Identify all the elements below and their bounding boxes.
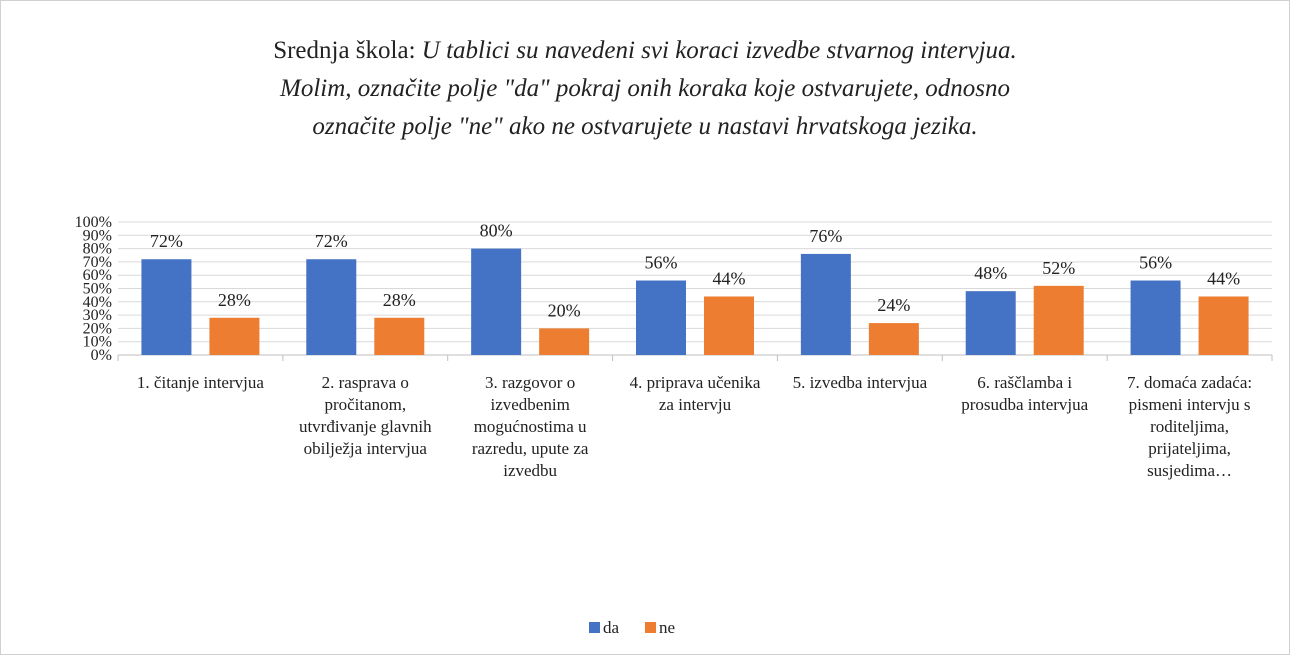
data-label: 28% [218,290,251,310]
legend-label: da [603,618,620,637]
bar [306,259,357,355]
y-tick-label: 80% [83,241,112,258]
data-label: 44% [1207,268,1240,288]
bar [868,323,919,355]
x-tick-label: 6. raščlamba i prosudba intervjua [961,373,1089,414]
y-tick-label: 20% [83,320,112,337]
bar [800,253,851,355]
bar [471,248,522,355]
data-label: 56% [1139,253,1172,273]
y-tick-label: 100% [75,214,112,231]
bar [539,328,590,355]
data-label: 72% [150,231,183,251]
data-label: 76% [809,226,842,246]
x-tick-label: 7. domaća zadaća: pismeni intervju s rod… [1127,373,1253,480]
data-label: 48% [974,263,1007,283]
bar [636,280,686,355]
y-tick-label: 10% [83,334,112,351]
x-tick-label: 5. izvedba intervjua [792,373,928,392]
bar [1130,280,1181,355]
data-label: 72% [315,231,348,251]
bar [1198,296,1249,355]
data-label: 52% [1042,258,1075,278]
bar [965,291,1016,355]
data-label: 44% [713,268,746,288]
data-label: 56% [645,253,678,273]
legend-label: ne [659,618,675,637]
bar [141,259,192,355]
y-tick-label: 0% [91,347,112,364]
data-label: 80% [480,221,513,241]
legend-swatch [589,622,600,633]
chart-title-line: Srednja škola: U tablici su navedeni svi… [273,37,1017,64]
y-tick-label: 90% [83,227,112,244]
y-tick-label: 50% [83,281,112,298]
subtitle-line: U tablici su navedeni svi koraci izvedbe… [422,37,1017,64]
subtitle-line: označite polje "ne" ako ne ostvarujete u… [312,113,977,140]
y-tick-label: 70% [83,254,112,271]
data-label: 24% [877,295,910,315]
legend-swatch [645,622,656,633]
x-tick-label: 1. čitanje intervjua [136,373,264,392]
x-tick-label: 4. priprava učenika za intervju [629,373,761,414]
y-tick-label: 40% [83,294,112,311]
y-tick-label: 30% [83,307,112,324]
chart-title: Srednja škola: [273,37,415,64]
y-tick-label: 60% [83,267,112,284]
bar [209,317,260,355]
bar [374,317,425,355]
x-tick-label: 2. rasprava o pročitanom, utvrđivanje gl… [298,373,432,458]
bar [1033,285,1084,355]
bar [704,296,754,355]
x-tick-label: 3. razgovor o izvedbenim mogućnostima u … [471,373,589,480]
data-label: 28% [383,290,416,310]
data-label: 20% [548,300,581,320]
subtitle-line: Molim, označite polje "da" pokraj onih k… [279,75,1010,102]
